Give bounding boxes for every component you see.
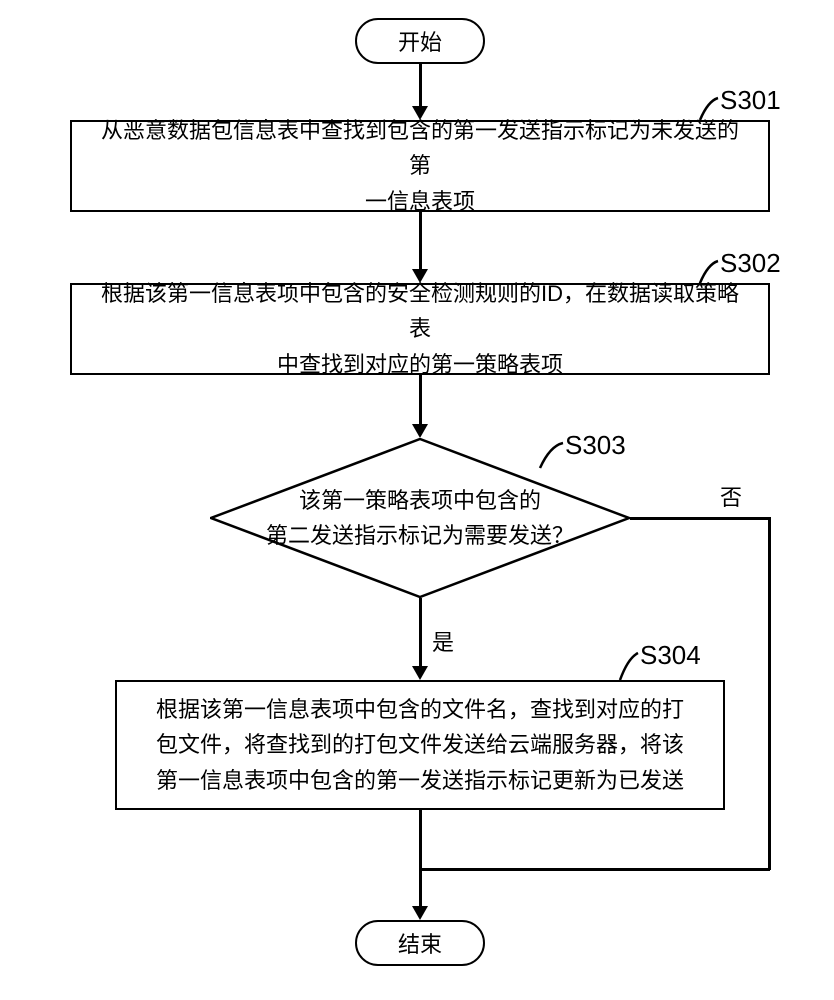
edge-s304-join <box>419 810 422 870</box>
arrowhead <box>412 906 428 920</box>
decision-node: 该第一策略表项中包含的 第二发送指示标记为需要发送？ <box>210 438 630 598</box>
process-s302-text: 根据该第一信息表项中包含的安全检测规则的ID，在数据读取策略表 中查找到对应的第… <box>92 276 748 382</box>
process-s301-text: 从恶意数据包信息表中查找到包含的第一发送指示标记为未发送的第 一信息表项 <box>92 113 748 219</box>
process-s302: 根据该第一信息表项中包含的安全检测规则的ID，在数据读取策略表 中查找到对应的第… <box>70 283 770 375</box>
end-label: 结束 <box>398 927 442 959</box>
edge-s302-decision <box>419 375 422 426</box>
edge-no-v <box>768 517 771 870</box>
edge-decision-s304 <box>419 598 422 668</box>
process-s304: 根据该第一信息表项中包含的文件名，查找到对应的打 包文件，将查找到的打包文件发送… <box>115 680 725 810</box>
process-s304-text: 根据该第一信息表项中包含的文件名，查找到对应的打 包文件，将查找到的打包文件发送… <box>156 692 684 798</box>
step-label-s304: S304 <box>640 640 701 671</box>
edge-no-join <box>419 868 770 871</box>
edge-start-s301 <box>419 64 422 108</box>
end-node: 结束 <box>355 920 485 966</box>
flowchart-container: 开始 S301 从恶意数据包信息表中查找到包含的第一发送指示标记为未发送的第 一… <box>0 0 834 1000</box>
edge-s301-s302 <box>419 212 422 271</box>
edge-no-h <box>630 517 770 520</box>
start-node: 开始 <box>355 18 485 64</box>
arrowhead <box>412 424 428 438</box>
arrowhead <box>412 666 428 680</box>
step-label-s301: S301 <box>720 85 781 116</box>
start-label: 开始 <box>398 25 442 57</box>
decision-text: 该第一策略表项中包含的 第二发送指示标记为需要发送？ <box>210 483 630 553</box>
step-label-s302: S302 <box>720 248 781 279</box>
edge-label-no: 否 <box>720 480 742 512</box>
edge-join-end <box>419 868 422 908</box>
edge-label-yes: 是 <box>432 625 454 657</box>
process-s301: 从恶意数据包信息表中查找到包含的第一发送指示标记为未发送的第 一信息表项 <box>70 120 770 212</box>
